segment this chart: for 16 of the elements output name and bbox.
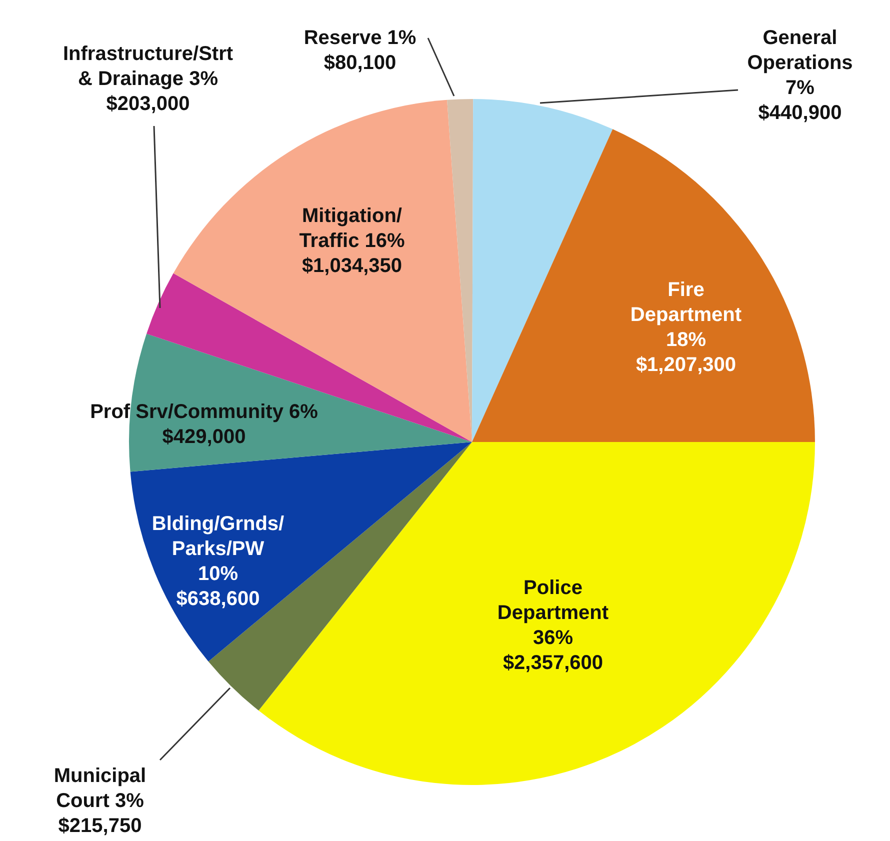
- pie-slice: [129, 334, 472, 472]
- slice-label: General Operations: [747, 27, 853, 74]
- slice-label: Prof Srv/Community 6% $429,000: [90, 401, 318, 448]
- slice-label: Reserve 1% $80,100: [304, 27, 416, 74]
- slice-label: Infrastructure/Strt & Drainage 3% $203,000: [62, 43, 234, 115]
- slice-label: Municipal Court 3% $215,750: [54, 765, 146, 837]
- data-label: 7% $440,900: [758, 77, 842, 124]
- data-label: 18% $1,207,300: [636, 329, 736, 376]
- slice-label: Fire Department: [630, 279, 742, 326]
- data-label: 10% $638,600: [176, 563, 260, 610]
- slice-label: Blding/Grnds/Parks/PW: [152, 513, 285, 560]
- data-label: 36% $2,357,600: [502, 627, 604, 674]
- slice-label: Police Department: [497, 577, 609, 624]
- pie-slice: [472, 129, 815, 442]
- slice-label: Mitigation/ Traffic 16% $1,034,350: [299, 205, 406, 277]
- pie-slice: [472, 99, 613, 442]
